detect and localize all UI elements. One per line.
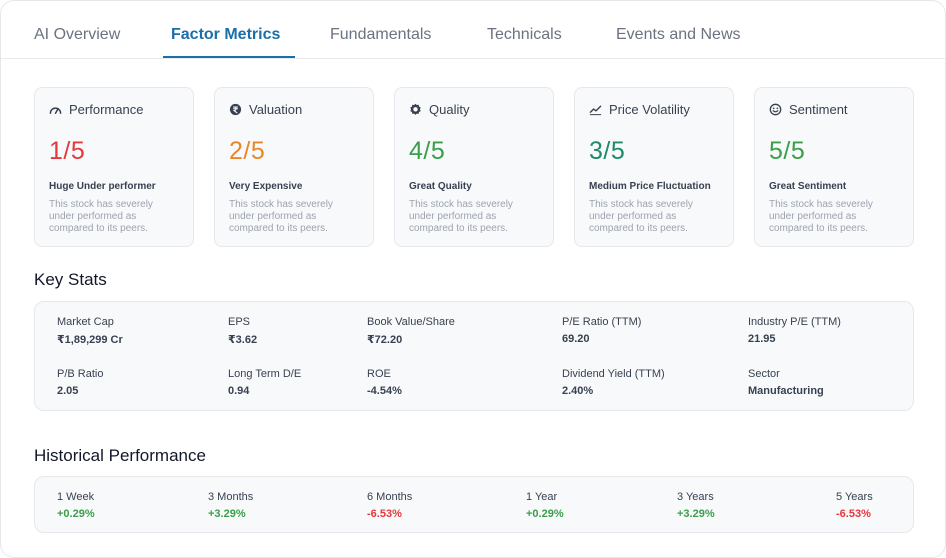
factor-score: 4/5 xyxy=(409,137,446,165)
period-return: +0.29% xyxy=(526,508,564,520)
active-tab-indicator xyxy=(163,56,295,58)
historical-performance-panel: 1 Week +0.29% 3 Months +3.29% 6 Months -… xyxy=(34,476,914,533)
stat-label: ROE xyxy=(367,368,391,380)
factor-card-sentiment[interactable]: Sentiment 5/5 Great Sentiment This stock… xyxy=(754,87,914,247)
factor-card-valuation[interactable]: Valuation 2/5 Very Expensive This stock … xyxy=(214,87,374,247)
stat-label: EPS xyxy=(228,316,251,328)
stat-value: -4.54% xyxy=(367,385,402,397)
period-label: 1 Year xyxy=(526,491,558,503)
hist-6-months: 6 Months -6.53% xyxy=(367,491,412,520)
stat-label: Industry P/E (TTM) xyxy=(748,316,841,328)
rupee-coin-icon xyxy=(229,103,242,115)
stat-label: Long Term D/E xyxy=(228,368,302,380)
factor-description: This stock has severely under performed … xyxy=(49,199,153,234)
factor-title: Price Volatility xyxy=(609,101,690,117)
stat-label: Book Value/Share xyxy=(367,316,455,328)
factor-score: 3/5 xyxy=(589,137,626,165)
stat-dividend-yield: Dividend Yield (TTM) 2.40% xyxy=(562,368,665,397)
historical-performance-title: Historical Performance xyxy=(34,446,206,465)
period-label: 6 Months xyxy=(367,491,413,503)
hist-1-year: 1 Year +0.29% xyxy=(526,491,564,520)
factor-score: 5/5 xyxy=(769,137,806,165)
tab-technicals[interactable]: Technicals xyxy=(487,26,562,43)
period-label: 1 Week xyxy=(57,491,95,503)
stat-value: 2.05 xyxy=(57,385,79,397)
factor-label: Great Sentiment xyxy=(769,181,847,192)
tab-fundamentals[interactable]: Fundamentals xyxy=(330,26,432,43)
speedometer-icon xyxy=(49,106,62,114)
period-label: 3 Years xyxy=(677,491,714,503)
tab-bar: AI Overview Factor Metrics Fundamentals … xyxy=(1,1,945,59)
hist-3-months: 3 Months +3.29% xyxy=(208,491,253,520)
stat-pb-ratio: P/B Ratio 2.05 xyxy=(57,368,103,397)
stat-value: ₹1,89,299 Cr xyxy=(57,334,123,346)
stat-roe: ROE -4.54% xyxy=(367,368,402,397)
stat-value: 21.95 xyxy=(748,333,776,345)
period-return: +3.29% xyxy=(677,508,715,520)
key-stats-title: Key Stats xyxy=(34,270,107,289)
factor-description: This stock has severely under performed … xyxy=(769,199,873,234)
factor-description: This stock has severely under performed … xyxy=(589,199,693,234)
stat-book-value-share: Book Value/Share ₹72.20 xyxy=(367,316,455,346)
factor-title: Quality xyxy=(429,101,470,117)
stat-label: Dividend Yield (TTM) xyxy=(562,368,665,380)
factor-card-quality[interactable]: Quality 4/5 Great Quality This stock has… xyxy=(394,87,554,247)
hist-5-years: 5 Years -6.53% xyxy=(836,491,873,520)
period-return: +0.29% xyxy=(57,508,95,520)
period-return: -6.53% xyxy=(367,508,402,520)
factor-title: Valuation xyxy=(249,101,303,117)
factor-label: Great Quality xyxy=(409,181,472,192)
hist-1-week: 1 Week +0.29% xyxy=(57,491,95,520)
tab-events-and-news[interactable]: Events and News xyxy=(616,26,741,43)
stat-industry-pe: Industry P/E (TTM) 21.95 xyxy=(748,316,841,345)
factor-title: Sentiment xyxy=(789,101,848,117)
smiley-icon xyxy=(769,103,782,115)
factor-score: 2/5 xyxy=(229,137,266,165)
factor-description: This stock has severely under performed … xyxy=(409,199,513,234)
stat-sector: Sector Manufacturing xyxy=(748,368,824,397)
factor-card-price-volatility[interactable]: Price Volatility 3/5 Medium Price Fluctu… xyxy=(574,87,734,247)
stat-label: Sector xyxy=(748,368,780,380)
stat-eps: EPS ₹3.62 xyxy=(228,316,257,346)
badge-icon xyxy=(410,103,421,115)
stat-label: Market Cap xyxy=(57,316,114,328)
factor-card-performance[interactable]: Performance 1/5 Huge Under performer Thi… xyxy=(34,87,194,247)
stat-value: Manufacturing xyxy=(748,385,824,397)
factor-label: Very Expensive xyxy=(229,181,303,192)
period-return: -6.53% xyxy=(836,508,871,520)
period-label: 5 Years xyxy=(836,491,873,503)
stat-long-term-de: Long Term D/E 0.94 xyxy=(228,368,301,397)
stat-market-cap: Market Cap ₹1,89,299 Cr xyxy=(57,316,123,346)
trend-line-icon xyxy=(589,105,602,115)
key-stats-panel: Market Cap ₹1,89,299 Cr EPS ₹3.62 Book V… xyxy=(34,301,914,411)
factor-title: Performance xyxy=(69,101,144,117)
tab-factor-metrics[interactable]: Factor Metrics xyxy=(171,26,281,43)
stat-label: P/B Ratio xyxy=(57,368,104,380)
factor-label: Medium Price Fluctuation xyxy=(589,181,711,192)
stat-value: 69.20 xyxy=(562,333,590,345)
stat-pe-ratio: P/E Ratio (TTM) 69.20 xyxy=(562,316,641,345)
stat-value: 0.94 xyxy=(228,385,250,397)
stat-value: ₹72.20 xyxy=(367,334,403,346)
stat-label: P/E Ratio (TTM) xyxy=(562,316,642,328)
period-label: 3 Months xyxy=(208,491,254,503)
factor-score: 1/5 xyxy=(49,137,86,165)
tab-ai-overview[interactable]: AI Overview xyxy=(34,26,121,43)
factor-description: This stock has severely under performed … xyxy=(229,199,333,234)
hist-3-years: 3 Years +3.29% xyxy=(677,491,715,520)
stat-value: ₹3.62 xyxy=(228,334,258,346)
factor-label: Huge Under performer xyxy=(49,181,156,192)
period-return: +3.29% xyxy=(208,508,246,520)
stat-value: 2.40% xyxy=(562,385,594,397)
